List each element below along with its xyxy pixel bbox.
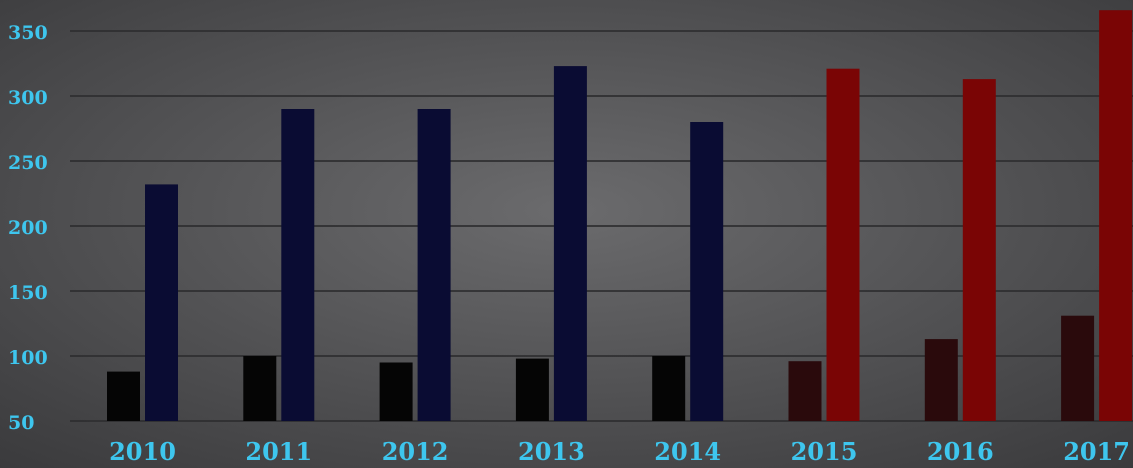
y-tick-label-50: 50 [8, 412, 34, 434]
x-label-2014: 2014 [654, 437, 721, 466]
bar-2014-series-2 [690, 122, 724, 421]
bar-2010-series-1 [107, 371, 140, 421]
bar-2017-series-2 [1099, 10, 1133, 421]
bar-2016-series-2 [962, 79, 996, 421]
bar-2010-series-2 [145, 184, 178, 421]
bar-2014-series-1 [652, 356, 686, 421]
bar-2016-series-1 [924, 339, 958, 421]
bar-2011-series-1 [243, 356, 277, 421]
bar-2015-series-2 [826, 68, 860, 421]
y-tick-label-100: 100 [8, 347, 48, 369]
bars [107, 10, 1133, 421]
x-label-2010: 2010 [109, 437, 176, 466]
x-label-2013: 2013 [518, 437, 585, 466]
bar-2015-series-1 [788, 361, 822, 421]
x-axis-labels: 2010 2011 2012 2013 2014 2015 2016 2017 [109, 437, 1130, 466]
bar-2017-series-1 [1061, 315, 1095, 421]
y-axis-ticks: 50 100 150 200 250 300 350 [8, 22, 48, 434]
y-tick-label-150: 150 [8, 282, 48, 304]
y-tick-label-350: 350 [8, 22, 48, 44]
bar-2011-series-2 [281, 109, 315, 421]
y-tick-label-200: 200 [8, 217, 48, 239]
x-label-2016: 2016 [927, 437, 994, 466]
x-label-2015: 2015 [791, 437, 858, 466]
bar-2012-series-1 [379, 362, 413, 421]
x-label-2011: 2011 [245, 437, 312, 466]
bar-2013-series-1 [515, 358, 549, 421]
x-label-2017: 2017 [1063, 437, 1130, 466]
bar-2013-series-2 [553, 66, 587, 421]
y-tick-label-300: 300 [8, 87, 48, 109]
y-tick-label-250: 250 [8, 152, 48, 174]
x-label-2012: 2012 [382, 437, 449, 466]
bar-2012-series-2 [417, 109, 451, 421]
